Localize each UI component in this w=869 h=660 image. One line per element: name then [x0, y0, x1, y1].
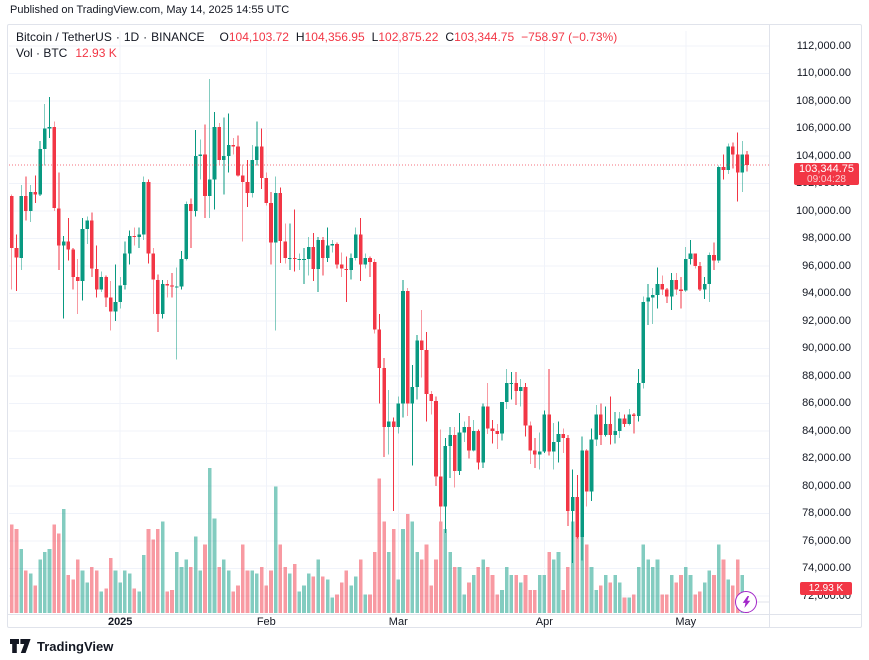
price-scale-label: 98,000.00 — [802, 232, 851, 244]
open-value: 104,103.72 — [228, 30, 289, 44]
price-scale-label: 108,000.00 — [795, 94, 851, 107]
published-bar: Published on TradingView.com, May 14, 20… — [10, 4, 290, 16]
lightning-bolt-icon — [742, 596, 750, 608]
separator-dot: · — [115, 30, 120, 44]
price-scale-label: 86,000.00 — [802, 397, 851, 409]
price-scale-separator — [769, 25, 770, 627]
ohlc-values: O104,103.72 H104,356.95 L102,875.22 C103,34… — [213, 30, 618, 44]
flash-boost-button[interactable] — [735, 591, 757, 613]
open-key: O — [219, 30, 229, 44]
price-scale-label: 92,000.00 — [802, 314, 851, 327]
time-axis-label: May — [675, 616, 697, 628]
price-scale-label: 80,000.00 — [802, 479, 851, 492]
time-axis[interactable]: 2025 Feb Mar Apr May — [9, 616, 769, 629]
volume-label: Vol · BTC — [16, 46, 68, 60]
footer-brand[interactable]: TradingView — [10, 637, 113, 655]
high-key: H — [295, 30, 305, 44]
exchange-label: BINANCE — [151, 30, 205, 44]
close-key: C — [445, 30, 455, 44]
close-value: 103,344.75 — [454, 30, 515, 44]
price-scale-label: 104,000.00 — [795, 149, 851, 162]
interval-label: 1D — [123, 30, 140, 44]
symbol-name: Bitcoin / TetherUS — [16, 30, 112, 44]
price-scale-label: 94,000.00 — [802, 287, 851, 299]
legend-volume-row: Vol · BTC 12.93 K — [16, 45, 617, 61]
high-value: 104,356.95 — [304, 30, 365, 44]
volume-bars — [10, 468, 749, 613]
tradingview-logo-icon — [10, 638, 31, 653]
last-price-value: 103,344.75 — [798, 163, 855, 175]
time-axis-label: Feb — [256, 616, 276, 628]
candlestick-chart[interactable] — [9, 31, 769, 615]
price-scale-label: 84,000.00 — [802, 424, 851, 437]
time-axis-label: Mar — [388, 616, 408, 628]
change-value: −758.97 (−0.73%) — [521, 30, 618, 44]
price-scale-label: 100,000.00 — [795, 204, 851, 217]
low-key: L — [371, 30, 379, 44]
price-scale-label: 112,000.00 — [796, 39, 851, 52]
price-scale-label: 88,000.00 — [802, 369, 851, 382]
separator-dot: · — [143, 30, 148, 44]
price-scale-label: 78,000.00 — [802, 507, 851, 519]
last-price-badge: 103,344.75 09:04:28 — [794, 163, 859, 185]
time-axis-label: 2025 — [107, 616, 133, 628]
brand-name: TradingView — [37, 638, 114, 654]
price-scale-label: 82,000.00 — [802, 452, 851, 464]
price-scale-label: 106,000.00 — [795, 122, 851, 134]
chart-legend: Bitcoin / TetherUS · 1D · BINANCE O104,103.72… — [16, 29, 617, 61]
price-scale-label: 90,000.00 — [802, 342, 851, 354]
price-scale[interactable]: 112,000.00 110,000.00 108,000.00 106,000.00… — [771, 25, 851, 627]
chart-card: Bitcoin / TetherUS · 1D · BINANCE O104,103.72… — [7, 24, 862, 628]
time-axis-label: Apr — [535, 616, 553, 628]
legend-symbol-row: Bitcoin / TetherUS · 1D · BINANCE O104,103.72… — [16, 29, 617, 45]
low-value: 102,875.22 — [378, 30, 439, 44]
candles — [10, 79, 749, 563]
price-scale-label: 76,000.00 — [802, 534, 851, 547]
bar-countdown: 09:04:28 — [807, 174, 846, 185]
price-scale-label: 74,000.00 — [802, 562, 851, 574]
grid-lines — [9, 31, 769, 613]
volume-value: 12.93 K — [75, 46, 117, 60]
price-scale-label: 110,000.00 — [796, 67, 851, 79]
time-axis-separator — [8, 614, 861, 615]
volume-value-badge: 12.93 K — [800, 582, 852, 595]
price-scale-label: 96,000.00 — [802, 259, 851, 272]
